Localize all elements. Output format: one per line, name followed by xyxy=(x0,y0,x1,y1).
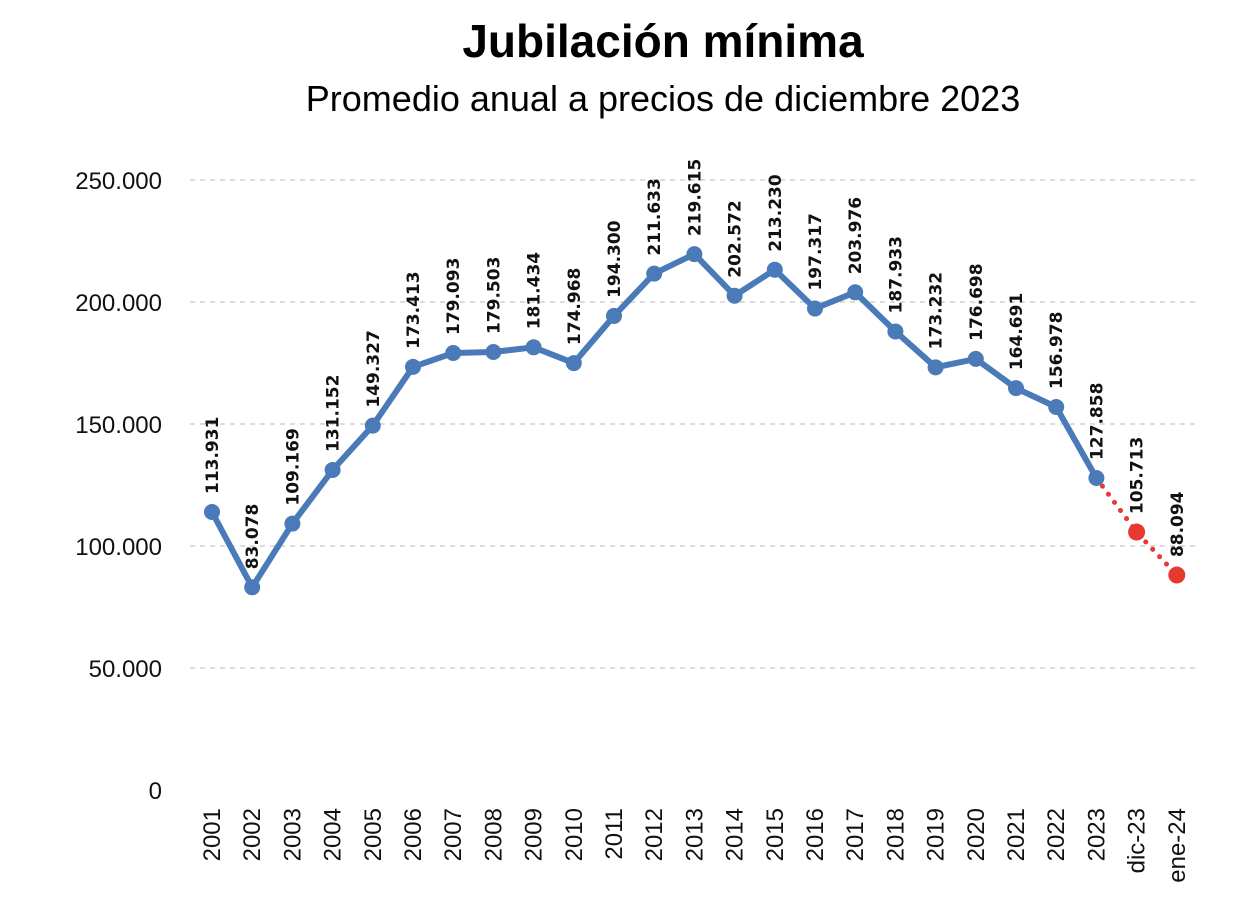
data-point xyxy=(847,284,864,301)
data-label: 179.093 xyxy=(444,258,464,335)
data-point xyxy=(1128,523,1146,541)
data-label: 211.633 xyxy=(645,178,665,255)
series-line-1 xyxy=(1093,475,1180,578)
data-label: 194.300 xyxy=(605,220,625,298)
data-label: 164.691 xyxy=(1007,293,1027,370)
x-tick-label: 2007 xyxy=(440,808,467,861)
x-tick-label: 2001 xyxy=(199,808,226,861)
data-point xyxy=(1088,470,1105,487)
data-label: 173.232 xyxy=(927,272,947,349)
data-point xyxy=(887,323,904,340)
x-tick-label: 2005 xyxy=(360,808,387,861)
data-label: 197.317 xyxy=(806,213,826,290)
data-label: 213.230 xyxy=(766,174,786,252)
data-point xyxy=(1168,566,1186,584)
x-tick-label: 2004 xyxy=(320,808,347,861)
series-lines xyxy=(209,251,1180,591)
y-tick-label: 100.000 xyxy=(75,534,162,561)
x-tick-label: 2002 xyxy=(239,808,266,861)
x-tick-label: 2014 xyxy=(722,808,749,861)
y-axis-ticks: 0 50.000 100.000 150.000 200.000 250.000 xyxy=(75,168,162,805)
data-point xyxy=(766,261,783,278)
data-point xyxy=(324,461,341,478)
data-label: 88.094 xyxy=(1168,491,1188,557)
x-axis-ticks: 2001 2002 2003 2004 2005 2006 2007 2008 2009 2010… xyxy=(199,808,1191,883)
data-label: 179.503 xyxy=(484,257,504,334)
data-label: 149.327 xyxy=(364,330,384,407)
data-label: 83.078 xyxy=(243,504,263,570)
data-label: 219.615 xyxy=(685,159,705,236)
x-tick-label: 2008 xyxy=(480,808,507,861)
x-tick-label: 2020 xyxy=(963,808,990,861)
data-label: 187.933 xyxy=(886,236,906,313)
x-tick-label: 2018 xyxy=(882,808,909,861)
data-point xyxy=(1008,380,1024,397)
data-point xyxy=(284,515,301,532)
y-tick-label: 0 xyxy=(149,778,162,805)
x-tick-label: 2017 xyxy=(842,808,869,861)
data-point xyxy=(927,359,944,376)
data-label: 173.413 xyxy=(404,271,424,348)
data-label: 174.968 xyxy=(565,268,585,345)
x-tick-label: 2011 xyxy=(601,808,628,860)
series-line-0 xyxy=(209,251,1100,591)
data-label: 131.152 xyxy=(324,375,344,452)
x-tick-label: 2021 xyxy=(1003,808,1030,861)
data-label: 203.976 xyxy=(846,197,866,274)
data-point xyxy=(485,344,502,361)
x-tick-label: 2019 xyxy=(923,808,950,861)
data-label: 176.698 xyxy=(967,263,987,340)
x-tick-label: 2023 xyxy=(1083,808,1110,861)
data-label: 127.858 xyxy=(1087,383,1107,460)
x-tick-label: 2015 xyxy=(762,808,789,861)
data-label: 181.434 xyxy=(525,252,545,330)
y-tick-label: 150.000 xyxy=(75,412,162,439)
data-point xyxy=(244,579,261,596)
data-label: 202.572 xyxy=(726,200,746,277)
y-tick-label: 200.000 xyxy=(75,290,162,317)
data-point xyxy=(1048,398,1065,415)
data-point xyxy=(807,300,823,317)
data-point xyxy=(364,417,381,434)
data-point xyxy=(445,345,462,362)
x-tick-label: 2006 xyxy=(400,808,427,861)
data-point xyxy=(565,355,582,372)
data-point xyxy=(405,358,421,375)
data-point xyxy=(686,246,703,263)
x-tick-label: 2010 xyxy=(561,808,588,861)
data-label: 109.169 xyxy=(283,428,303,505)
data-labels: 113.931 83.078 109.169 131.152 149.327 173.41… xyxy=(203,159,1188,570)
x-tick-label: 2009 xyxy=(521,808,548,861)
x-tick-label: 2012 xyxy=(641,808,668,861)
series-points xyxy=(204,246,1186,596)
x-tick-label: ene-24 xyxy=(1164,808,1191,883)
x-tick-label: dic-23 xyxy=(1124,808,1151,873)
x-tick-label: 2022 xyxy=(1043,808,1070,861)
chart-title: Jubilación mínima xyxy=(462,15,864,67)
x-tick-label: 2003 xyxy=(279,808,306,861)
data-label: 105.713 xyxy=(1128,437,1148,514)
x-tick-label: 2013 xyxy=(681,808,708,861)
data-point xyxy=(606,307,622,324)
data-label: 113.931 xyxy=(203,417,223,494)
x-tick-label: 2016 xyxy=(802,808,829,861)
data-point xyxy=(726,287,743,304)
data-label: 156.978 xyxy=(1047,312,1067,389)
data-point xyxy=(646,265,663,282)
y-tick-label: 50.000 xyxy=(89,656,162,683)
data-point xyxy=(967,350,984,367)
gridlines xyxy=(190,179,1195,669)
data-point xyxy=(525,339,542,356)
chart-subtitle: Promedio anual a precios de diciembre 20… xyxy=(305,78,1021,119)
y-tick-label: 250.000 xyxy=(75,168,162,195)
data-point xyxy=(204,504,220,521)
